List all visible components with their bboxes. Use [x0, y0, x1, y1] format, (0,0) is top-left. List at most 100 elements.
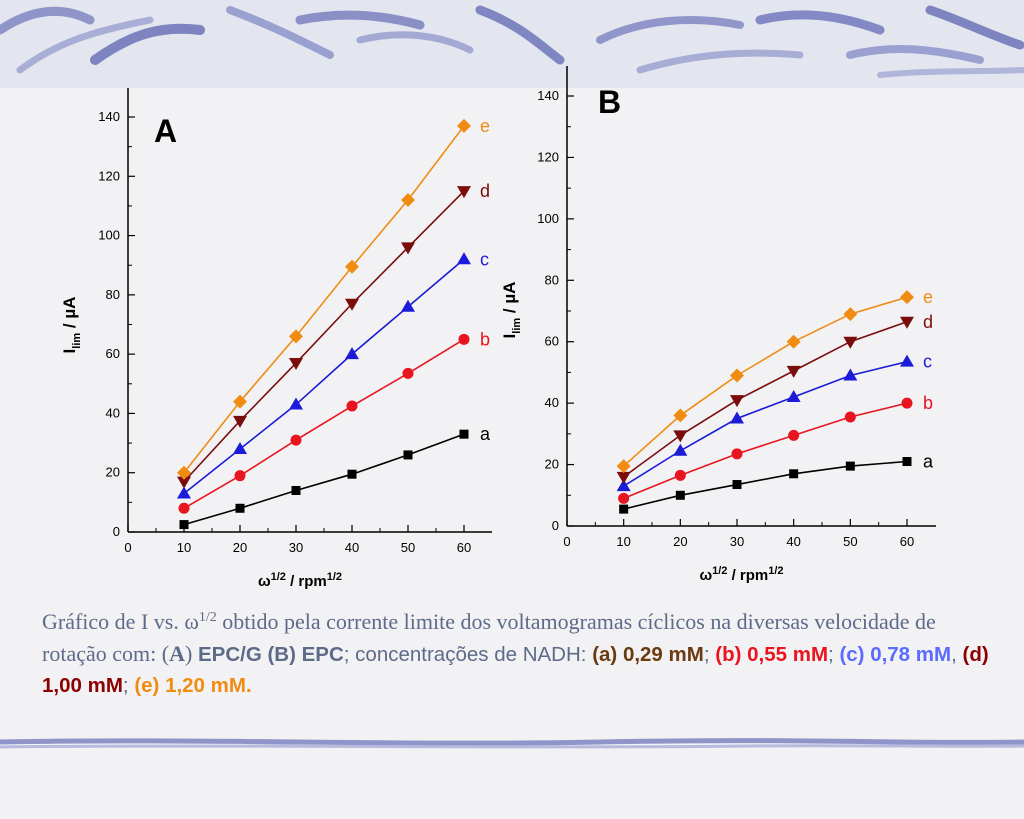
data-point-b	[844, 411, 856, 423]
data-point-c	[786, 390, 801, 402]
data-point-e	[233, 394, 247, 409]
data-point-e	[786, 334, 801, 349]
caption-superscript: 1/2	[198, 610, 217, 625]
series-line-b	[623, 402, 908, 500]
y-tick-label: 0	[113, 524, 120, 539]
data-point-b	[788, 429, 800, 441]
series-line-a	[183, 433, 465, 526]
x-tick-label: 30	[730, 534, 744, 549]
series-line-a	[623, 460, 908, 510]
caption-text-1: Gráfico de I vs. ω	[42, 608, 199, 634]
caption-sep-1: ;	[703, 642, 716, 666]
data-point-b	[402, 367, 414, 379]
data-point-c	[289, 397, 303, 410]
series-line-d	[183, 190, 465, 483]
caption-sep-3: ,	[951, 642, 963, 666]
data-point-a	[179, 520, 189, 530]
data-point-e	[345, 259, 359, 274]
y-tick-label: 20	[545, 457, 559, 472]
data-point-c	[345, 347, 359, 360]
data-point-d	[730, 395, 744, 408]
data-point-a	[789, 469, 799, 479]
x-tick-label: 0	[124, 540, 131, 555]
data-point-a	[845, 461, 855, 471]
y-tick-label: 80	[106, 287, 120, 302]
y-axis-label: Ilim / µA	[60, 297, 83, 354]
data-point-d	[345, 298, 359, 311]
series-line-c	[623, 360, 908, 487]
x-tick-label: 40	[345, 540, 359, 555]
series-line-c	[183, 258, 465, 495]
data-point-e	[843, 307, 858, 322]
y-tick-label: 100	[537, 211, 559, 226]
figure-caption: Gráfico de I vs. ω1/2 obtido pela corren…	[42, 602, 1002, 701]
data-point-e	[289, 329, 303, 344]
y-tick-label: 20	[106, 465, 120, 480]
data-point-d	[233, 415, 247, 428]
data-point-b	[731, 448, 743, 460]
series-label-b: b	[480, 329, 490, 349]
caption-sep-2: ;	[828, 642, 840, 666]
data-point-d	[843, 336, 858, 349]
series-label-d: d	[923, 312, 933, 332]
series-line-d	[623, 320, 908, 478]
caption-text-2: obtido pela corrente limite dos voltamog…	[42, 608, 936, 666]
data-point-a	[732, 480, 742, 490]
swoosh-decoration-top	[0, 5, 1024, 78]
chart-panel-b: 0 20 40 60 80 100 120 140 0 10 20 30 40 50 60 ω1/2 / rp…	[500, 66, 936, 584]
series-label-a: a	[480, 424, 491, 444]
y-tick-label: 40	[106, 405, 120, 420]
data-point-e	[730, 368, 744, 383]
x-tick-label: 60	[900, 534, 914, 549]
y-tick-label: 120	[537, 149, 559, 164]
data-point-c	[233, 442, 247, 454]
y-tick-label: 140	[98, 109, 120, 124]
y-tick-label: 120	[98, 168, 120, 183]
data-point-a	[403, 450, 413, 460]
data-point-e	[177, 465, 191, 480]
data-point-d	[401, 242, 415, 255]
data-point-e	[900, 290, 914, 305]
data-point-d	[457, 186, 471, 199]
data-point-d	[900, 316, 914, 329]
data-point-d	[289, 358, 303, 371]
data-point-a	[619, 504, 629, 514]
data-point-d	[673, 430, 688, 443]
data-point-b	[901, 397, 913, 409]
x-tick-label: 50	[843, 534, 857, 549]
caption-conc-c: (c) 0,78 mM	[839, 642, 952, 666]
data-point-b	[290, 434, 302, 446]
series-label-c: c	[923, 352, 932, 372]
series-label-b: b	[923, 393, 933, 413]
caption-conc-a: (a) 0,29 mM	[592, 642, 704, 666]
caption-conc-d: (d) 1,00 mM	[42, 642, 989, 697]
y-tick-label: 80	[545, 272, 559, 287]
data-point-c	[843, 368, 858, 381]
data-point-b	[346, 400, 358, 412]
caption-paren-close: )	[184, 640, 193, 666]
data-point-c	[177, 486, 191, 499]
y-axis-label: Ilim / µA	[500, 282, 523, 339]
data-point-c	[673, 443, 688, 456]
data-point-c	[401, 299, 415, 312]
series-label-d: d	[480, 181, 490, 201]
data-point-d	[177, 476, 191, 489]
x-axis-label: ω1/2 / rpm1/2	[258, 571, 342, 590]
data-point-a	[459, 429, 469, 439]
x-tick-label: 20	[673, 534, 687, 549]
series-line-e	[183, 125, 465, 474]
series-line-b	[183, 338, 465, 509]
series-line-e	[623, 296, 908, 467]
x-tick-label: 50	[401, 540, 415, 555]
data-point-b	[674, 469, 686, 481]
data-point-c	[457, 252, 471, 265]
y-tick-label: 40	[545, 395, 559, 410]
caption-conc-b: (b) 0,55 mM	[715, 642, 829, 666]
data-point-a	[235, 503, 245, 513]
data-point-e	[673, 408, 688, 423]
chart-panel-a: 0 20 40 60 80 100 120 140 0 10 20 30 40 50 60 ω1/2 / rp…	[60, 88, 492, 590]
data-point-e	[616, 459, 631, 474]
data-point-b	[618, 492, 630, 504]
data-point-c	[900, 354, 914, 367]
